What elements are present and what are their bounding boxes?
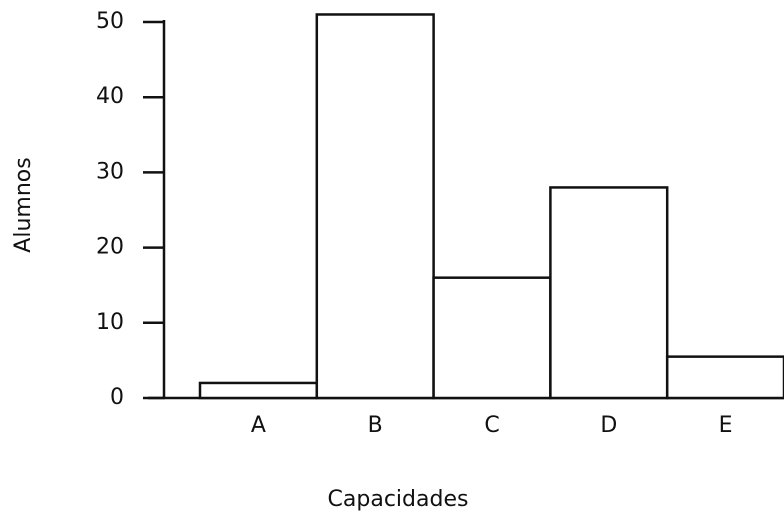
bar <box>665 355 784 400</box>
x-tick-label: E <box>719 413 733 438</box>
bar <box>198 381 319 400</box>
y-tick-label: 10 <box>96 310 124 335</box>
x-tick-label: B <box>368 413 383 438</box>
x-axis-label: Capacidades <box>328 487 469 512</box>
x-tick-label: A <box>251 413 266 438</box>
y-tick-label: 30 <box>96 159 124 184</box>
y-tick-label: 0 <box>110 385 124 410</box>
x-tick-label: C <box>484 413 499 438</box>
bar <box>315 13 435 400</box>
bar <box>549 186 669 400</box>
y-tick-label: 40 <box>96 84 124 109</box>
y-tick-label: 50 <box>96 9 124 34</box>
y-axis-label: Alumnos <box>11 157 36 252</box>
bar <box>432 276 552 400</box>
y-tick-label: 20 <box>96 235 124 260</box>
x-tick-label: D <box>600 413 617 438</box>
